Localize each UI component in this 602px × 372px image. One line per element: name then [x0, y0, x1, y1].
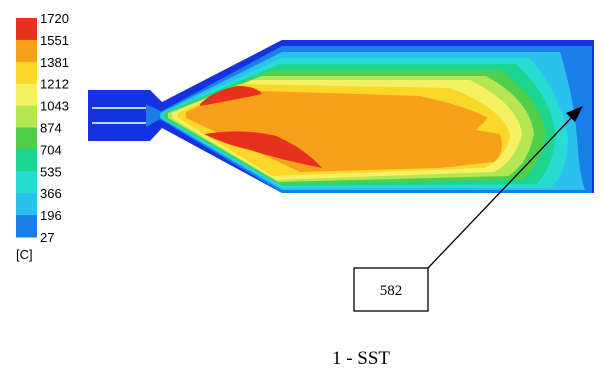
- legend-level-label: 874: [40, 121, 62, 136]
- legend-swatch: [16, 215, 37, 238]
- legend-level-label: 704: [40, 142, 62, 157]
- legend-level-label: 1212: [40, 77, 69, 92]
- legend-level-label: 1551: [40, 33, 69, 48]
- legend-swatches: [16, 18, 37, 238]
- legend-level-label: 1043: [40, 99, 69, 114]
- legend-swatch: [16, 18, 37, 41]
- callout: 582: [353, 106, 583, 312]
- contour-domain: [88, 40, 594, 193]
- color-legend: 1720 1551 1381 1212 1043 874 704 535 366 196 27 [C…: [16, 11, 69, 262]
- legend-swatch: [16, 39, 37, 63]
- legend-level-label: 535: [40, 164, 62, 179]
- legend-unit-label: [C]: [16, 247, 33, 262]
- callout-arrowhead: [566, 106, 583, 122]
- callout-arrow-line: [427, 115, 574, 269]
- legend-level-label: 1720: [40, 11, 69, 26]
- legend-level-label: 1381: [40, 55, 69, 70]
- legend-level-label: 27: [40, 230, 54, 245]
- legend-swatch: [16, 149, 37, 172]
- hot-streak-lower: [204, 131, 322, 168]
- inlet-throat: [146, 104, 162, 127]
- legend-swatch: [16, 127, 37, 150]
- legend-swatch: [16, 105, 37, 128]
- callout-value: 582: [380, 283, 403, 299]
- legend-swatch: [16, 61, 37, 85]
- legend-labels: 1720 1551 1381 1212 1043 874 704 535 366 196 27: [40, 11, 69, 245]
- legend-swatch: [16, 83, 37, 107]
- legend-level-label: 366: [40, 186, 62, 201]
- figure-caption: 1 - SST: [332, 348, 390, 369]
- callout-box: [353, 267, 429, 312]
- hot-streak-upper: [200, 86, 262, 106]
- legend-level-label: 196: [40, 208, 62, 223]
- legend-swatch: [16, 171, 37, 194]
- legend-swatch: [16, 193, 37, 216]
